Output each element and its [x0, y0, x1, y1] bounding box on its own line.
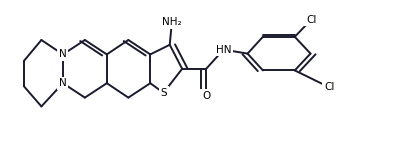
Text: Cl: Cl: [323, 82, 334, 92]
Text: N: N: [59, 49, 66, 59]
Text: S: S: [160, 88, 166, 98]
Text: HN: HN: [215, 45, 231, 55]
Text: Cl: Cl: [305, 15, 316, 24]
Text: NH₂: NH₂: [161, 17, 181, 27]
Text: N: N: [59, 78, 66, 88]
Text: O: O: [202, 91, 210, 101]
